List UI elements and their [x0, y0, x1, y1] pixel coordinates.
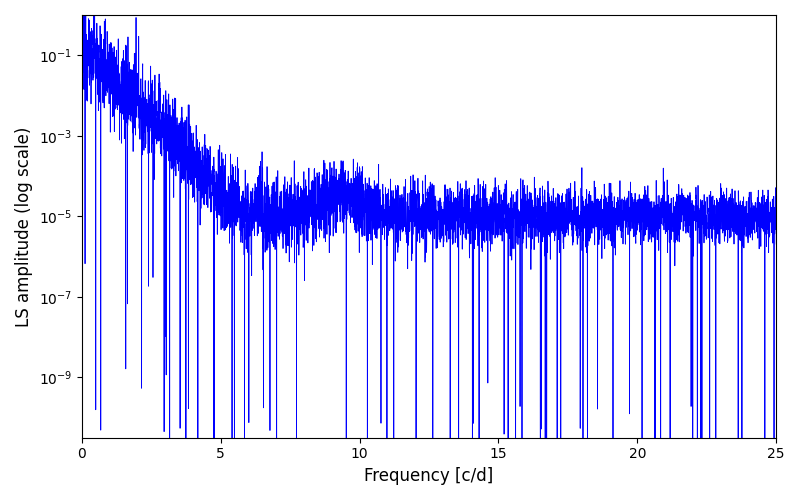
- Y-axis label: LS amplitude (log scale): LS amplitude (log scale): [15, 126, 33, 326]
- X-axis label: Frequency [c/d]: Frequency [c/d]: [364, 467, 494, 485]
